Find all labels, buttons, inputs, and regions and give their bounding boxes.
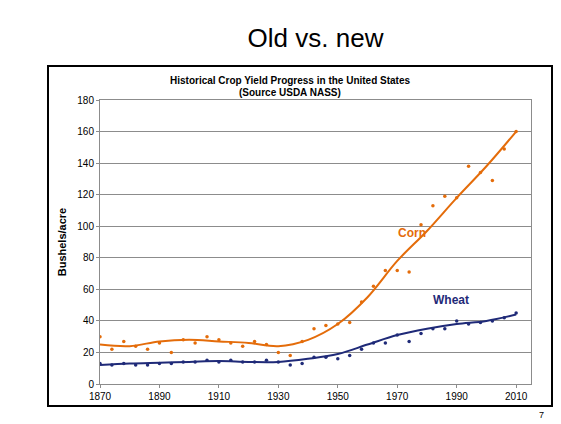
svg-text:1870: 1870 bbox=[89, 391, 112, 402]
svg-text:100: 100 bbox=[77, 221, 94, 232]
svg-text:40: 40 bbox=[83, 315, 95, 326]
svg-text:1950: 1950 bbox=[327, 391, 350, 402]
svg-text:20: 20 bbox=[83, 347, 95, 358]
svg-text:1930: 1930 bbox=[267, 391, 290, 402]
svg-text:1990: 1990 bbox=[446, 391, 469, 402]
svg-text:60: 60 bbox=[83, 284, 95, 295]
svg-text:1970: 1970 bbox=[386, 391, 409, 402]
svg-text:Bushels/acre: Bushels/acre bbox=[56, 208, 68, 276]
svg-text:1890: 1890 bbox=[148, 391, 171, 402]
svg-text:80: 80 bbox=[83, 252, 95, 263]
svg-text:Historical Crop Yield Progress: Historical Crop Yield Progress in the Un… bbox=[170, 75, 410, 86]
svg-text:140: 140 bbox=[77, 158, 94, 169]
svg-text:2010: 2010 bbox=[505, 391, 528, 402]
svg-text:120: 120 bbox=[77, 189, 94, 200]
svg-text:Old vs. new: Old vs. new bbox=[248, 23, 384, 53]
svg-text:0: 0 bbox=[88, 379, 94, 390]
svg-text:Corn: Corn bbox=[398, 226, 426, 240]
svg-text:1910: 1910 bbox=[208, 391, 231, 402]
svg-text:(Source USDA NASS): (Source USDA NASS) bbox=[239, 87, 341, 98]
svg-text:Wheat: Wheat bbox=[433, 293, 469, 307]
svg-text:160: 160 bbox=[77, 126, 94, 137]
svg-text:7: 7 bbox=[539, 410, 544, 420]
svg-text:180: 180 bbox=[77, 95, 94, 106]
